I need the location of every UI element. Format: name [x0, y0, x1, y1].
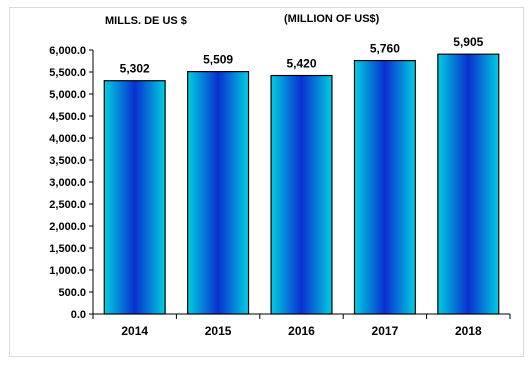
bar-2017: [353, 59, 416, 315]
bar-2014: [103, 80, 166, 315]
x-tick-label: 2018: [455, 324, 482, 338]
bar-2015: [187, 71, 250, 315]
data-label-2015: 5,509: [203, 53, 233, 67]
y-tick-label: 0.0: [71, 309, 86, 321]
data-label-2016: 5,420: [286, 57, 316, 71]
bar-2018: [437, 53, 500, 315]
y-tick-label: 4,500.0: [49, 111, 86, 123]
x-tick-label: 2017: [372, 324, 399, 338]
y-tick-label: 1,000.0: [49, 265, 86, 277]
bars: 5,302 5,509 5,420 5,760 5,905: [103, 35, 500, 315]
x-axis: 2014 2015 2016 2017 2018: [92, 313, 511, 338]
y-axis-unit-label: MILLS. DE US $: [105, 15, 187, 27]
data-label-2018: 5,905: [453, 35, 483, 49]
y-tick-label: 500.0: [58, 287, 86, 299]
chart-title: (MILLION OF US$): [284, 13, 380, 25]
x-tick-label: 2016: [288, 324, 315, 338]
y-tick-label: 1,500.0: [49, 243, 86, 255]
bar-2016: [270, 74, 333, 315]
y-tick-label: 4,000.0: [49, 133, 86, 145]
x-tick-label: 2014: [121, 324, 148, 338]
y-tick-label: 3,000.0: [49, 177, 86, 189]
y-tick-label: 3,500.0: [49, 155, 86, 167]
y-tick-label: 6,000.0: [49, 45, 86, 57]
y-tick-label: 2,500.0: [49, 199, 86, 211]
y-axis: 0.0 500.0 1,000.0 1,500.0 2,000.0 2,500.0 3,00…: [49, 45, 94, 321]
y-tick-label: 2,000.0: [49, 221, 86, 233]
data-label-2017: 5,760: [370, 42, 400, 56]
data-label-2014: 5,302: [120, 62, 150, 76]
y-tick-label: 5,000.0: [49, 89, 86, 101]
y-tick-label: 5,500.0: [49, 67, 86, 79]
x-tick-label: 2015: [205, 324, 232, 338]
